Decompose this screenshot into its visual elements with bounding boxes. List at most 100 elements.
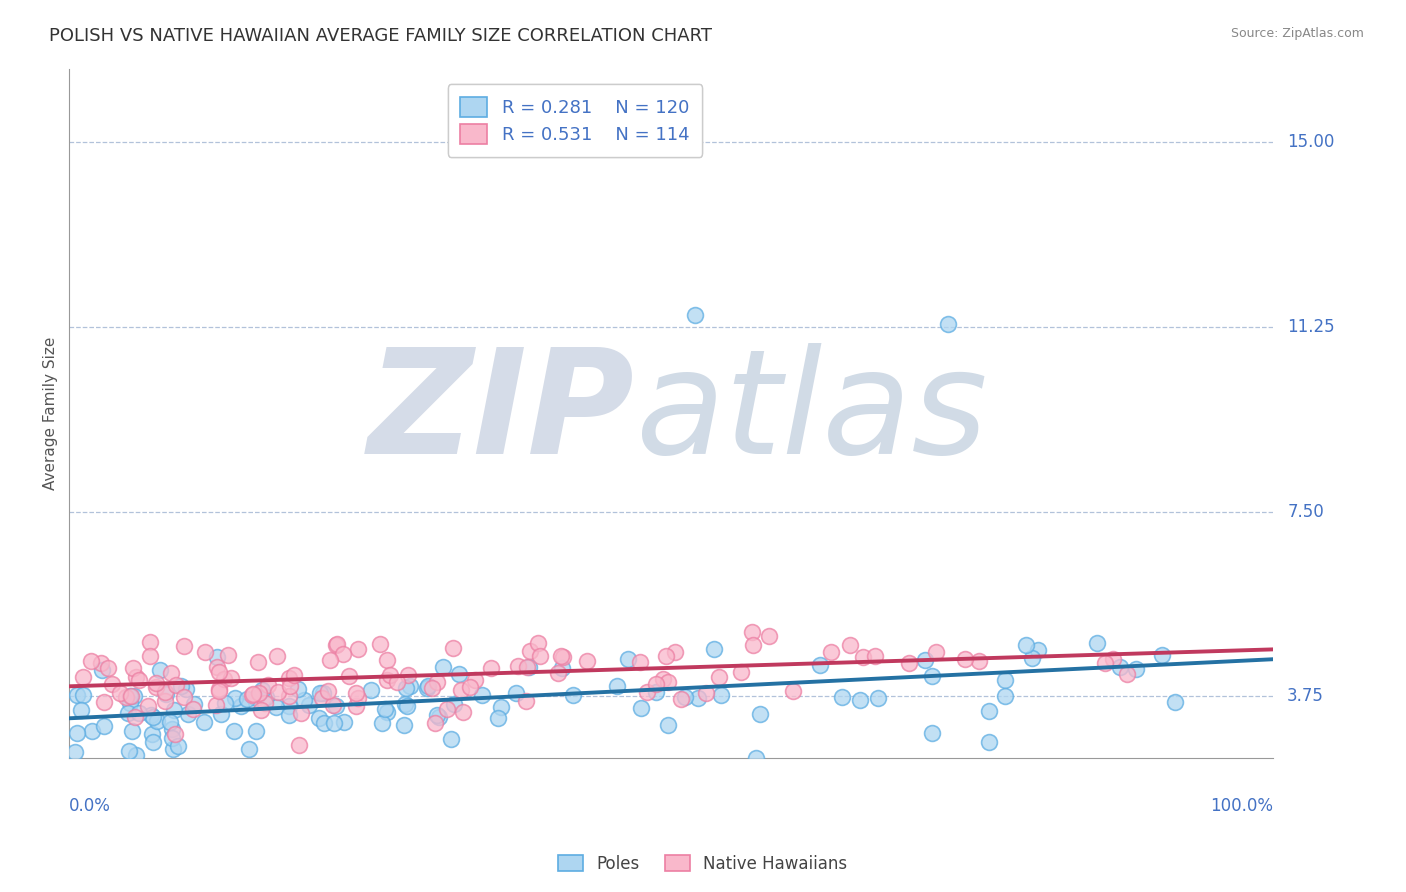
Point (432, 660, 454, 674)
Point (212, 672, 235, 686)
Point (849, 693, 872, 707)
Point (80, 653, 103, 667)
Point (128, 673, 150, 687)
Point (155, 687, 177, 701)
Point (90, 656, 112, 670)
Point (114, 690, 136, 705)
Point (606, 679, 628, 693)
Point (163, 727, 186, 741)
Text: ZIP: ZIP (368, 343, 636, 483)
Point (994, 673, 1017, 687)
Point (489, 700, 512, 714)
Point (360, 683, 382, 698)
Point (217, 648, 239, 662)
Point (91, 663, 114, 677)
Point (63, 745, 86, 759)
Point (710, 688, 733, 702)
Point (238, 742, 260, 756)
Point (128, 706, 150, 720)
Point (977, 735, 1000, 749)
Point (278, 698, 301, 713)
Point (344, 686, 367, 700)
Point (561, 688, 583, 702)
Point (163, 703, 186, 717)
Point (427, 710, 450, 724)
Point (436, 702, 458, 716)
Point (247, 685, 270, 699)
Point (453, 705, 475, 719)
Point (219, 671, 242, 685)
Point (547, 666, 569, 681)
Point (925, 644, 948, 658)
Point (93, 719, 115, 733)
Point (308, 711, 330, 725)
Point (863, 649, 886, 664)
Point (967, 654, 990, 668)
Point (377, 653, 399, 667)
Point (117, 706, 139, 720)
Point (93, 695, 115, 709)
Point (344, 698, 367, 713)
Point (657, 674, 679, 689)
Text: 7.50: 7.50 (1286, 502, 1324, 521)
Point (636, 684, 658, 698)
Point (1021, 651, 1043, 665)
Point (205, 659, 228, 673)
Point (730, 665, 752, 679)
Point (479, 661, 502, 675)
Point (72, 688, 94, 702)
Point (278, 679, 301, 693)
Point (374, 702, 396, 716)
Point (447, 667, 470, 681)
Point (347, 642, 370, 657)
Point (333, 715, 356, 730)
Point (460, 680, 482, 694)
Point (852, 650, 875, 665)
Point (399, 679, 422, 693)
Point (395, 699, 418, 714)
Point (278, 708, 301, 723)
Point (378, 668, 401, 682)
Point (124, 710, 146, 724)
Point (173, 639, 195, 653)
Point (287, 739, 309, 753)
Point (246, 655, 269, 669)
Point (72, 670, 94, 684)
Point (97, 660, 120, 674)
Point (742, 638, 765, 652)
Point (936, 318, 959, 332)
Point (207, 650, 229, 665)
Point (515, 694, 537, 708)
Point (264, 700, 287, 714)
Point (120, 689, 142, 703)
Point (165, 678, 187, 692)
Point (287, 682, 309, 697)
Point (808, 657, 831, 672)
Point (1150, 648, 1173, 662)
Point (170, 679, 193, 693)
Point (312, 686, 335, 700)
Point (193, 715, 215, 730)
Y-axis label: Average Family Size: Average Family Size (44, 336, 58, 490)
Point (416, 681, 439, 695)
Point (162, 742, 184, 756)
Point (290, 706, 312, 721)
Point (505, 686, 527, 700)
Point (173, 690, 195, 704)
Point (214, 696, 236, 710)
Point (347, 691, 370, 706)
Point (138, 648, 160, 663)
Point (422, 681, 444, 695)
Point (312, 716, 335, 731)
Point (673, 690, 696, 704)
Point (695, 686, 717, 700)
Point (326, 637, 349, 651)
Point (332, 647, 354, 661)
Point (139, 634, 162, 648)
Point (553, 649, 575, 664)
Point (392, 718, 415, 732)
Point (160, 666, 183, 681)
Point (325, 638, 347, 652)
Point (278, 689, 301, 703)
Point (322, 698, 344, 712)
